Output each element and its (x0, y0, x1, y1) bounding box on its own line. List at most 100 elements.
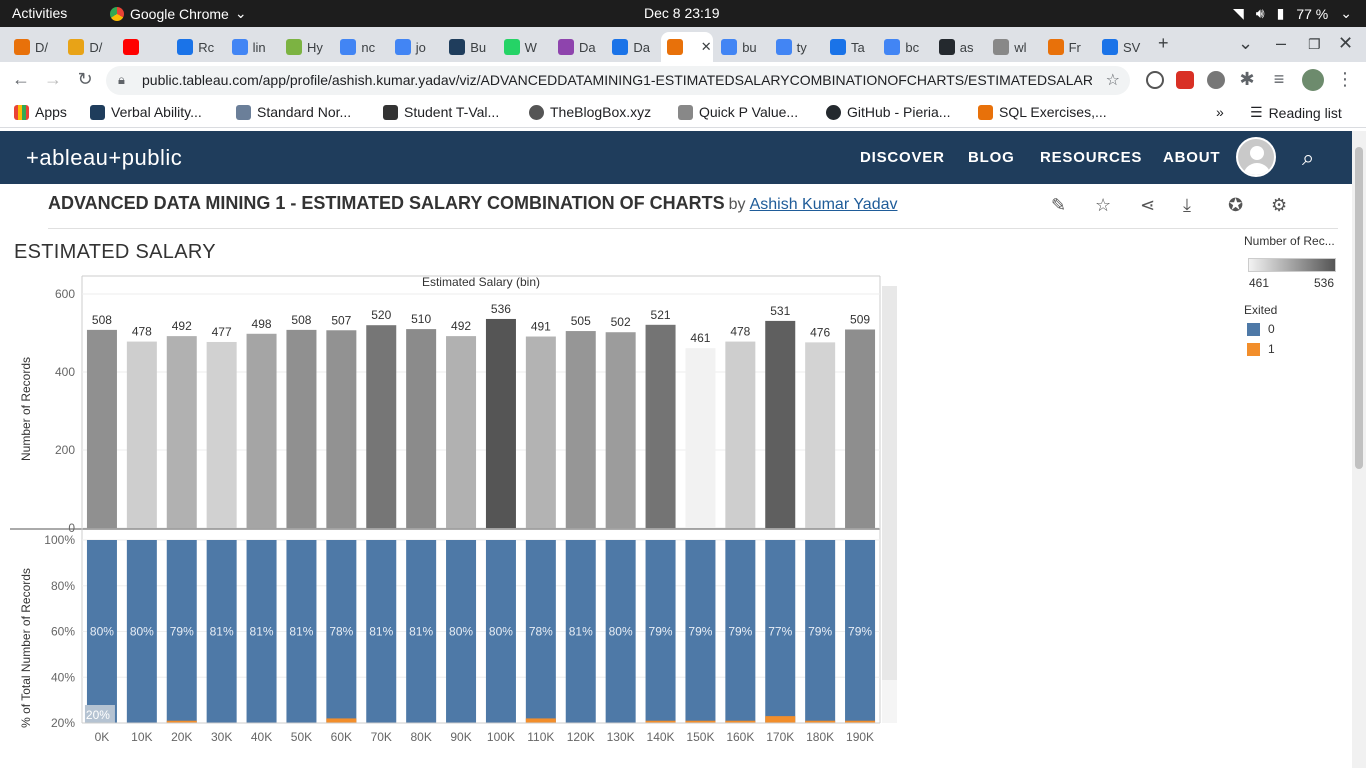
minimize-button[interactable]: – (1276, 33, 1287, 53)
bookmark-item[interactable]: Verbal Ability... (90, 104, 202, 120)
media-control-icon[interactable]: ≡ (1273, 69, 1285, 89)
nav-discover[interactable]: DISCOVER (860, 149, 945, 166)
browser-tab[interactable]: D/ (8, 32, 60, 62)
close-window-button[interactable]: ✕ (1338, 33, 1354, 53)
bar-exited-1-180K (805, 720, 836, 723)
bar-exited-0-130K (605, 540, 636, 723)
browser-tab[interactable] (117, 32, 169, 62)
search-icon[interactable]: ⌕ (1302, 145, 1315, 170)
new-tab-button[interactable]: + (1158, 33, 1169, 53)
close-tab-icon[interactable]: ✕ (700, 39, 712, 54)
share-icon[interactable]: ⋖ (1140, 195, 1156, 215)
tab-favicon-icon (775, 39, 792, 55)
bookmark-star-icon[interactable]: ☆ (1105, 72, 1120, 89)
bookmark-item[interactable]: Standard Nor... (236, 104, 351, 120)
settings-gear-icon[interactable]: ⚙ (1271, 195, 1288, 215)
download-icon[interactable]: ⤓ (1183, 195, 1191, 215)
activities-button[interactable]: Activities (12, 5, 68, 21)
bookmark-item[interactable]: Student T-Val... (383, 104, 499, 120)
y-tick-label: 600 (55, 287, 75, 301)
app-menu[interactable]: Google Chrome ⌄ (110, 5, 247, 22)
browser-tab[interactable]: SV (1096, 32, 1148, 62)
extensions-puzzle-icon[interactable]: ✱ (1239, 69, 1255, 89)
x-tick-label: 10K (131, 730, 152, 744)
bar-percent-label: 80% (489, 625, 513, 639)
bar-percent-label: 81% (250, 625, 274, 639)
bar-exited-0-190K (845, 540, 876, 723)
user-avatar[interactable] (1236, 137, 1276, 177)
lock-icon[interactable]: 🔒︎ (118, 72, 125, 87)
browser-tab[interactable]: W (498, 32, 550, 62)
bar-value-label: 476 (810, 325, 830, 339)
browser-tab[interactable]: Bu (443, 32, 495, 62)
y-tick-label: 40% (51, 670, 75, 684)
bookmark-item[interactable]: Quick P Value... (678, 104, 798, 120)
legend-item-exited-0[interactable]: 0 (1247, 322, 1275, 336)
badge-icon[interactable]: ✪ (1228, 195, 1244, 215)
favorite-star-icon[interactable]: ☆ (1095, 195, 1112, 215)
browser-tab[interactable]: nc (334, 32, 386, 62)
tab-favicon-icon (122, 39, 139, 55)
legend-swatch (1247, 322, 1260, 336)
browser-tab[interactable]: lin (226, 32, 278, 62)
page-scrollbar[interactable] (1352, 131, 1366, 768)
count-legend-max: 536 (1314, 276, 1335, 290)
bar-count-140K (645, 324, 676, 528)
x-tick-label: 90K (450, 730, 471, 744)
bookmark-item[interactable]: TheBlogBox.xyz (529, 104, 651, 120)
bar-count-0K (86, 329, 117, 528)
bar-percent-label: 81% (369, 625, 393, 639)
bar-value-label: 478 (730, 325, 750, 339)
browser-tab[interactable]: as (933, 32, 985, 62)
clock[interactable]: Dec 8 23:19 (644, 5, 720, 21)
back-icon[interactable]: ← (12, 69, 30, 89)
browser-tab[interactable]: Hy (280, 32, 332, 62)
tab-label: Da (633, 39, 651, 55)
browser-tab[interactable]: D/ (62, 32, 114, 62)
bar-percent-label: 80% (90, 625, 114, 639)
w3r-icon (978, 104, 993, 120)
browser-tab[interactable]: jo (389, 32, 441, 62)
extension-red-icon[interactable] (1176, 71, 1194, 89)
author-link[interactable]: Ashish Kumar Yadav (749, 196, 898, 213)
browser-tab[interactable]: Da (606, 32, 658, 62)
salary-chart[interactable]: Estimated Salary (bin) 600 400 200 0 Number o… (0, 268, 900, 768)
extension-speed-icon[interactable] (1146, 71, 1164, 89)
browser-tab[interactable]: Rc (171, 32, 223, 62)
system-top-bar: Activities Google Chrome ⌄ Dec 8 23:19 ◥… (0, 0, 1366, 27)
nav-resources[interactable]: RESOURCES (1040, 149, 1143, 166)
tab-search-icon[interactable]: ⌄ (1238, 33, 1254, 53)
bookmark-item[interactable]: SQL Exercises,... (978, 104, 1107, 120)
reload-icon[interactable]: ↻ (77, 69, 93, 89)
tab-label: Hy (307, 39, 323, 55)
count-gradient (1248, 258, 1336, 272)
browser-tab[interactable]: Ta (824, 32, 876, 62)
reading-list-button[interactable]: ☰ Reading list (1250, 104, 1342, 121)
edit-icon[interactable]: ✎ (1051, 195, 1067, 215)
bookmark-apps[interactable]: Apps (14, 104, 67, 120)
legend-item-exited-1[interactable]: 1 (1247, 342, 1275, 356)
bar-count-40K (246, 333, 277, 528)
browser-tab[interactable]: ✕ (660, 32, 714, 62)
browser-tab[interactable]: bc (878, 32, 930, 62)
bar-exited-0-110K (525, 540, 556, 723)
tableau-public-logo[interactable]: +ableau+public (26, 145, 183, 170)
browser-tab[interactable]: wl (987, 32, 1039, 62)
status-area[interactable]: ◥ 🔊︎ ▮ 77 % ⌄ (1233, 5, 1352, 22)
browser-tab[interactable]: ty (770, 32, 822, 62)
browser-tab[interactable]: Fr (1042, 32, 1094, 62)
nav-about[interactable]: ABOUT (1163, 149, 1221, 166)
restore-button[interactable]: ❐ (1308, 36, 1321, 52)
browser-tab[interactable]: bu (715, 32, 767, 62)
profile-avatar[interactable] (1302, 69, 1324, 91)
extension-bug-icon[interactable] (1207, 71, 1225, 89)
bookmark-label: GitHub - Pieria... (847, 104, 951, 120)
chrome-menu-icon[interactable]: ⋮ (1336, 69, 1354, 89)
browser-tab[interactable]: Da (552, 32, 604, 62)
more-bookmarks-icon[interactable]: » (1216, 104, 1224, 120)
nav-blog[interactable]: BLOG (968, 149, 1015, 166)
bookmark-item[interactable]: GitHub - Pieria... (826, 104, 950, 120)
address-bar[interactable]: 🔒︎ public.tableau.com/app/profile/ashish… (106, 66, 1130, 95)
sheet-title: ESTIMATED SALARY (14, 241, 216, 263)
forward-icon[interactable]: → (44, 69, 62, 89)
